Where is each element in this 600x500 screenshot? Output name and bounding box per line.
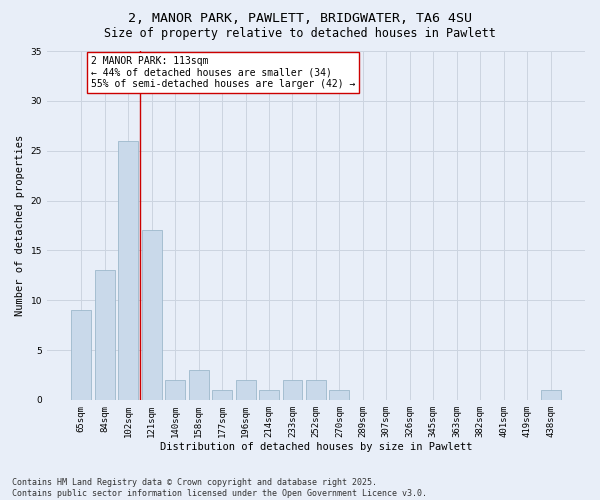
- Bar: [329, 390, 349, 400]
- Bar: [118, 140, 138, 400]
- Bar: [165, 380, 185, 400]
- Bar: [71, 310, 91, 400]
- Bar: [283, 380, 302, 400]
- Text: Contains HM Land Registry data © Crown copyright and database right 2025.
Contai: Contains HM Land Registry data © Crown c…: [12, 478, 427, 498]
- Text: 2, MANOR PARK, PAWLETT, BRIDGWATER, TA6 4SU: 2, MANOR PARK, PAWLETT, BRIDGWATER, TA6 …: [128, 12, 472, 26]
- Text: Size of property relative to detached houses in Pawlett: Size of property relative to detached ho…: [104, 28, 496, 40]
- X-axis label: Distribution of detached houses by size in Pawlett: Distribution of detached houses by size …: [160, 442, 472, 452]
- Y-axis label: Number of detached properties: Number of detached properties: [15, 135, 25, 316]
- Bar: [95, 270, 115, 400]
- Bar: [142, 230, 162, 400]
- Bar: [236, 380, 256, 400]
- Bar: [188, 370, 209, 400]
- Bar: [306, 380, 326, 400]
- Bar: [259, 390, 279, 400]
- Bar: [212, 390, 232, 400]
- Bar: [541, 390, 560, 400]
- Text: 2 MANOR PARK: 113sqm
← 44% of detached houses are smaller (34)
55% of semi-detac: 2 MANOR PARK: 113sqm ← 44% of detached h…: [91, 56, 355, 89]
